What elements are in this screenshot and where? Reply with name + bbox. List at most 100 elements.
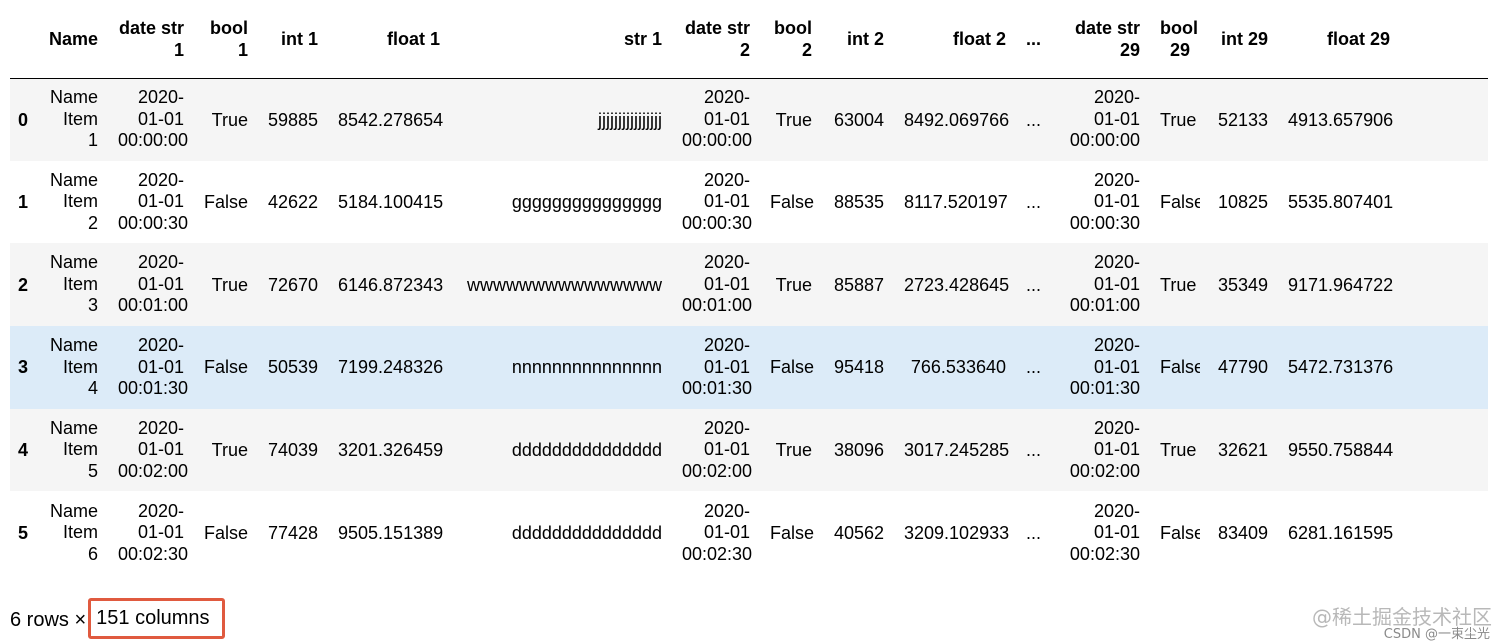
table-row: 4 Name Item 5 2020- 01-01 00:02:00 True 74039 320… <box>10 408 1488 492</box>
cell-date-str-1: 2020- 01-01 00:01:30 <box>108 326 194 409</box>
table-row: 0 Name Item 1 2020- 01-01 00:00:00 True 59885 854… <box>10 78 1488 161</box>
cell-str-1: ggggggggggggggg <box>511 192 662 213</box>
cell-float-29: 9550.758844 <box>1288 440 1394 461</box>
column-header-float-2: float 2 <box>894 0 1016 79</box>
cell-name: Name Item 1 <box>36 78 108 161</box>
cell-date-str-1-line: 2020- <box>137 252 184 273</box>
cell-bool-2: False <box>770 192 815 213</box>
cell-str-29: vvvvvvvvvv <box>1400 326 1488 409</box>
cell-date-str-2-line: 00:00:30 <box>682 212 753 233</box>
cell-ellipsis: ... <box>1026 522 1042 543</box>
cell-date-str-1-line: 2020- <box>137 169 184 190</box>
cell-str-1: ddddddddddddddd <box>511 440 662 461</box>
cell-float-1: 7199.248326 <box>338 357 444 378</box>
cell-date-str-2-line: 01-01 <box>703 522 750 543</box>
column-header-date-str-1: date str 1 <box>108 0 194 79</box>
column-header-ellipsis: ... <box>1016 0 1050 79</box>
cell-float-29: 6281.161595 <box>1288 522 1394 543</box>
cell-date-str-1-line: 00:00:30 <box>118 212 189 233</box>
cell-date-str-29: 2020- 01-01 00:02:00 <box>1050 409 1150 492</box>
cell-name-line: Item <box>62 356 98 377</box>
cell-bool-2: True <box>775 109 812 130</box>
cell-str-29: vvvvvvvvvv <box>1400 409 1488 492</box>
cell-bool-1: False <box>204 357 249 378</box>
columns-count-highlight: 151 columns <box>88 598 225 639</box>
cell-date-str-1-line: 2020- <box>137 500 184 521</box>
cell-ellipsis: ... <box>1026 440 1042 461</box>
cell-name-line: Name <box>49 335 98 356</box>
cell-date-str-1: 2020- 01-01 00:00:30 <box>108 161 194 244</box>
cell-date-str-29: 2020- 01-01 00:00:30 <box>1050 161 1150 244</box>
cell-int-1: 42622 <box>268 192 319 213</box>
cell-bool-2: True <box>775 274 812 295</box>
column-header-bool-1: bool 1 <box>194 0 258 79</box>
cell-date-str-1-line: 00:01:30 <box>118 378 189 399</box>
cell-str-29: xxxxxxxxxx <box>1400 78 1488 161</box>
table-row: 5 Name Item 6 2020- 01-01 00:02:30 False 77428 95… <box>10 491 1488 575</box>
cell-date-str-2: 2020- 01-01 00:00:30 <box>672 161 760 244</box>
cell-date-str-2-line: 00:02:00 <box>682 460 753 481</box>
cell-date-str-29-line: 01-01 <box>1093 191 1140 212</box>
cell-int-1: 59885 <box>268 109 319 130</box>
cell-name-line: 2 <box>87 212 98 233</box>
cell-date-str-2-line: 2020- <box>703 169 750 190</box>
row-index: 0 <box>18 109 29 130</box>
cell-date-str-29-line: 00:00:00 <box>1069 130 1140 151</box>
cell-name: Name Item 2 <box>36 161 108 244</box>
cell-int-29: 83409 <box>1217 522 1268 543</box>
cell-bool-2: False <box>770 522 815 543</box>
cell-date-str-29: 2020- 01-01 00:00:00 <box>1050 78 1150 161</box>
cell-date-str-1-line: 00:02:30 <box>118 543 189 564</box>
cell-date-str-2: 2020- 01-01 00:00:00 <box>672 78 760 161</box>
cell-int-2: 63004 <box>833 109 884 130</box>
cell-name-line: Item <box>62 108 98 129</box>
cell-date-str-1-line: 01-01 <box>137 439 184 460</box>
cell-float-29: 9171.964722 <box>1288 274 1394 295</box>
cell-date-str-29-line: 2020- <box>1093 500 1140 521</box>
cell-bool-1: True <box>211 274 248 295</box>
cell-date-str-1: 2020- 01-01 00:01:00 <box>108 243 194 326</box>
cell-date-str-2-line: 01-01 <box>703 273 750 294</box>
cell-name: Name Item 3 <box>36 243 108 326</box>
cell-bool-1: False <box>204 522 249 543</box>
cell-date-str-29-line: 00:01:00 <box>1069 295 1140 316</box>
cell-float-29: 5535.807401 <box>1288 192 1394 213</box>
cell-float-2: 3017.245285 <box>904 440 1010 461</box>
rows-count-text: 6 rows × <box>10 609 87 631</box>
cell-name-line: Item <box>62 522 98 543</box>
juejin-watermark: @稀土掘金技术社区 <box>1312 605 1492 629</box>
cell-date-str-29-line: 2020- <box>1093 335 1140 356</box>
cell-date-str-2: 2020- 01-01 00:01:00 <box>672 243 760 326</box>
cell-date-str-1: 2020- 01-01 00:02:30 <box>108 491 194 574</box>
cell-date-str-29: 2020- 01-01 00:01:30 <box>1050 326 1150 409</box>
cell-float-29: 5472.731376 <box>1288 357 1394 378</box>
cell-int-29: 32621 <box>1217 440 1268 461</box>
cell-date-str-2: 2020- 01-01 00:02:00 <box>672 409 760 492</box>
cell-float-2: 2723.428645 <box>904 274 1010 295</box>
cell-int-29: 47790 <box>1217 357 1268 378</box>
cell-name-line: Name <box>49 87 98 108</box>
cell-bool-29: True <box>1160 440 1197 461</box>
columns-count-text: 151 columns <box>96 607 210 629</box>
cell-date-str-1-line: 01-01 <box>137 356 184 377</box>
cell-date-str-29-line: 01-01 <box>1093 356 1140 377</box>
cell-name-line: 5 <box>87 460 98 481</box>
cell-date-str-29-line: 2020- <box>1093 87 1140 108</box>
row-index: 3 <box>18 357 29 378</box>
cell-date-str-2-line: 2020- <box>703 252 750 273</box>
table-row: 2 Name Item 3 2020- 01-01 00:01:00 True 72670 614… <box>10 243 1488 327</box>
header-row: Name date str 1 bool 1 int 1 float 1 str… <box>10 0 1488 79</box>
cell-ellipsis: ... <box>1026 109 1042 130</box>
cell-date-str-2-line: 01-01 <box>703 191 750 212</box>
cell-date-str-1-line: 01-01 <box>137 522 184 543</box>
cell-bool-2: False <box>770 357 815 378</box>
cell-int-1: 77428 <box>268 522 319 543</box>
cell-date-str-1-line: 2020- <box>137 335 184 356</box>
column-header-name: Name <box>36 0 108 79</box>
cell-name-line: Name <box>49 169 98 190</box>
cell-date-str-1-line: 00:02:00 <box>118 460 189 481</box>
cell-name-line: Item <box>62 273 98 294</box>
cell-int-29: 10825 <box>1217 192 1268 213</box>
cell-bool-1: False <box>204 192 249 213</box>
cell-int-2: 38096 <box>833 440 884 461</box>
